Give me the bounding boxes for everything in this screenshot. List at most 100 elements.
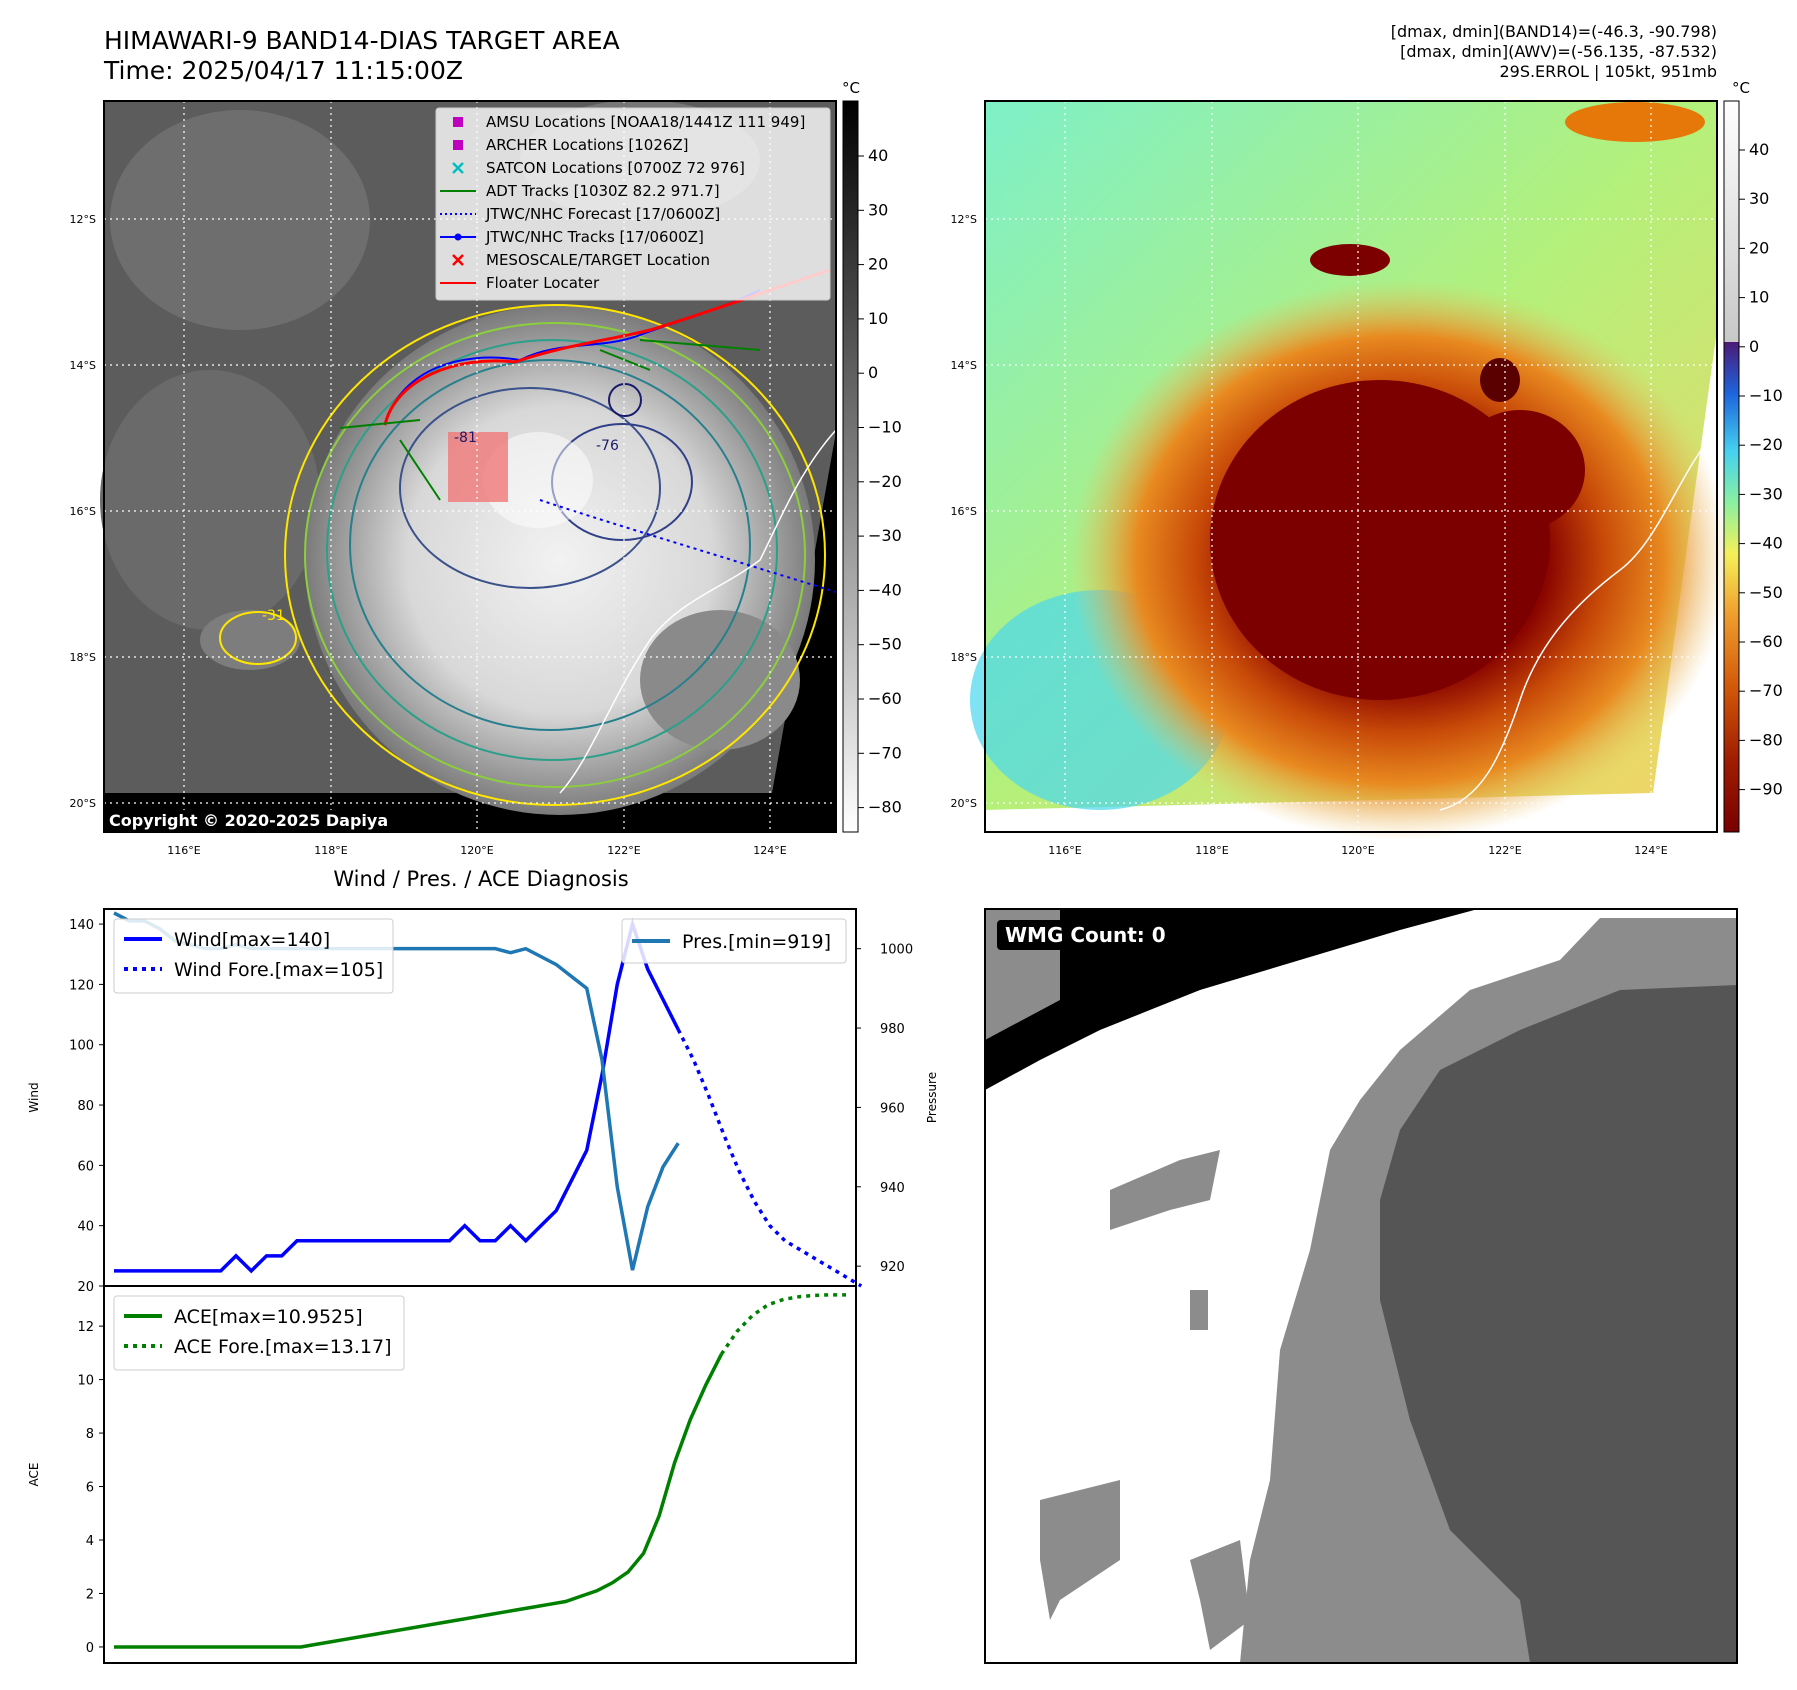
- legend-entry: JTWC/NHC Tracks [17/0600Z]: [485, 228, 704, 246]
- colorbar-tick-label: −40: [868, 580, 902, 599]
- legend-entry: Wind[max=140]: [174, 929, 330, 951]
- y-tick-label: 0: [86, 1641, 94, 1656]
- colorbar-tick-label: 20: [868, 255, 888, 274]
- colorbar-tick-label: 40: [1749, 140, 1769, 159]
- colorbar-unit: °C: [1732, 79, 1750, 97]
- figure-time: Time: 2025/04/17 11:15:00Z: [104, 56, 463, 85]
- legend-entry: ACE Fore.[max=13.17]: [174, 1336, 392, 1358]
- band14-color-panel: [970, 100, 1730, 840]
- colorbar-tick-label: −60: [1749, 632, 1783, 651]
- copyright-label: Copyright © 2020-2025 Dapiya: [106, 810, 392, 831]
- lon-label: 116°E: [167, 844, 200, 857]
- y-tick-label: 8: [86, 1427, 94, 1442]
- colorbar-tick-label: −90: [1749, 780, 1783, 799]
- right-lon-labels: 116°E 118°E 120°E 122°E 124°E: [1048, 844, 1667, 857]
- figure-title: HIMAWARI-9 BAND14-DIAS TARGET AREA: [104, 26, 620, 55]
- legend-entry: SATCON Locations [0700Z 72 976]: [486, 159, 745, 177]
- legend-entry: Floater Locater: [486, 274, 600, 292]
- lon-label: 122°E: [607, 844, 640, 857]
- wind-pressure-chart: 140 120 100 80 60 40 20 Wind 1000 980 960 940 920 Pre…: [27, 908, 939, 1295]
- lon-label: 124°E: [753, 844, 786, 857]
- lat-label: 12°S: [951, 213, 977, 226]
- y-axis-label: ACE: [27, 1463, 41, 1487]
- lon-label: 124°E: [1634, 844, 1667, 857]
- y2-tick-label: 960: [880, 1101, 905, 1116]
- lat-label: 14°S: [951, 359, 977, 372]
- legend-entry: ACE[max=10.9525]: [174, 1306, 363, 1328]
- lon-label: 120°E: [1341, 844, 1374, 857]
- legend-box: [621, 918, 847, 964]
- lon-label: 122°E: [1488, 844, 1521, 857]
- colorbar-tick-label: 40: [868, 146, 888, 165]
- contour-label-2: -76: [596, 438, 619, 454]
- y2-tick-label: 920: [880, 1260, 905, 1275]
- series-line: [719, 1293, 846, 1356]
- colorbar-tick-label: 0: [1749, 337, 1759, 356]
- legend-entry: ARCHER Locations [1026Z]: [486, 136, 689, 154]
- y-tick-label: 2: [86, 1587, 94, 1602]
- gray-colorbar: °C 40 30 20 10 0 −10 −20 −30 −40 −50 −60 −70 −80: [842, 79, 902, 833]
- colorbar-tick-label: 10: [1749, 288, 1769, 307]
- legend-entry: JTWC/NHC Forecast [17/0600Z]: [485, 205, 720, 223]
- lon-label: 120°E: [460, 844, 493, 857]
- series-line: [114, 917, 680, 1274]
- y-tick-label: 40: [77, 1220, 94, 1235]
- ace-chart: 12 10 8 6 4 2 0 ACE ACE[max=10.9525] ACE Fore.[ma…: [27, 1285, 857, 1664]
- legend-marker: [453, 140, 463, 150]
- lon-label: 118°E: [1195, 844, 1228, 857]
- colorbar-tick-label: 10: [868, 309, 888, 328]
- wmg-dark-region: [1380, 985, 1737, 1663]
- y-tick-label: 6: [86, 1481, 94, 1496]
- colorbar-tick-label: 0: [868, 363, 878, 382]
- y-tick-label: 60: [77, 1159, 94, 1174]
- y-tick-label: 140: [69, 918, 94, 933]
- colorbar-unit: °C: [842, 79, 860, 97]
- colorbar-tick-label: −60: [868, 689, 902, 708]
- colorbar-tick-label: −40: [1749, 534, 1783, 553]
- colorbar-tick-label: 20: [1749, 238, 1769, 257]
- y2-tick-label: 940: [880, 1181, 905, 1196]
- y-tick-label: 120: [69, 978, 94, 993]
- left-lat-labels: 12°S 14°S 16°S 18°S 20°S: [70, 213, 96, 810]
- lat-label: 16°S: [951, 505, 977, 518]
- lon-label: 118°E: [314, 844, 347, 857]
- contour-label-1: -81: [454, 430, 477, 446]
- lon-label: 116°E: [1048, 844, 1081, 857]
- y2-tick-label: 980: [880, 1022, 905, 1037]
- y-tick-label: 20: [77, 1280, 94, 1295]
- wmg-black-region: [985, 909, 1478, 1090]
- colorbar-tick-label: −30: [868, 526, 902, 545]
- series-line: [676, 1028, 863, 1288]
- colorbar-tick-label: −70: [868, 743, 902, 762]
- y-tick-label: 12: [77, 1320, 94, 1335]
- lat-label: 16°S: [70, 505, 96, 518]
- lat-label: 12°S: [70, 213, 96, 226]
- legend-entry: Wind Fore.[max=105]: [174, 959, 383, 981]
- colorbar-tick-label: −50: [1749, 583, 1783, 602]
- lat-label: 18°S: [951, 651, 977, 664]
- colorbar-tick-label: 30: [1749, 189, 1769, 208]
- y-tick-label: 80: [77, 1099, 94, 1114]
- y2-tick-label: 1000: [880, 943, 913, 958]
- contour-label-3: -31: [262, 608, 285, 624]
- legend-marker: [452, 254, 464, 266]
- left-lon-labels: 116°E 118°E 120°E 122°E 124°E: [167, 844, 786, 857]
- colorbar-tick-label: −20: [1749, 435, 1783, 454]
- series-line: [114, 1353, 723, 1649]
- lat-label: 14°S: [70, 359, 96, 372]
- wmg-panel: [984, 908, 1738, 1664]
- y-tick-label: 4: [86, 1534, 94, 1549]
- colorbar-tick-label: −30: [1749, 484, 1783, 503]
- legend-box: [113, 918, 394, 994]
- colorbar-tick-label: 30: [868, 200, 888, 219]
- colorbar-tick-label: −10: [868, 418, 902, 437]
- color-colorbar: °C 40 30 20 10 0 −10 −20 −30 −40 −50 −60 −70 −80 −90: [1723, 79, 1783, 833]
- colorbar-tick-label: −80: [868, 798, 902, 817]
- colorbar-tick-label: −70: [1749, 681, 1783, 700]
- colorbar-tick-label: −80: [1749, 730, 1783, 749]
- colorbar-tick-label: −50: [868, 635, 902, 654]
- legend-marker: [452, 162, 464, 174]
- y2-axis-label: Pressure: [925, 1072, 939, 1123]
- legend-entry: Pres.[min=919]: [682, 931, 831, 953]
